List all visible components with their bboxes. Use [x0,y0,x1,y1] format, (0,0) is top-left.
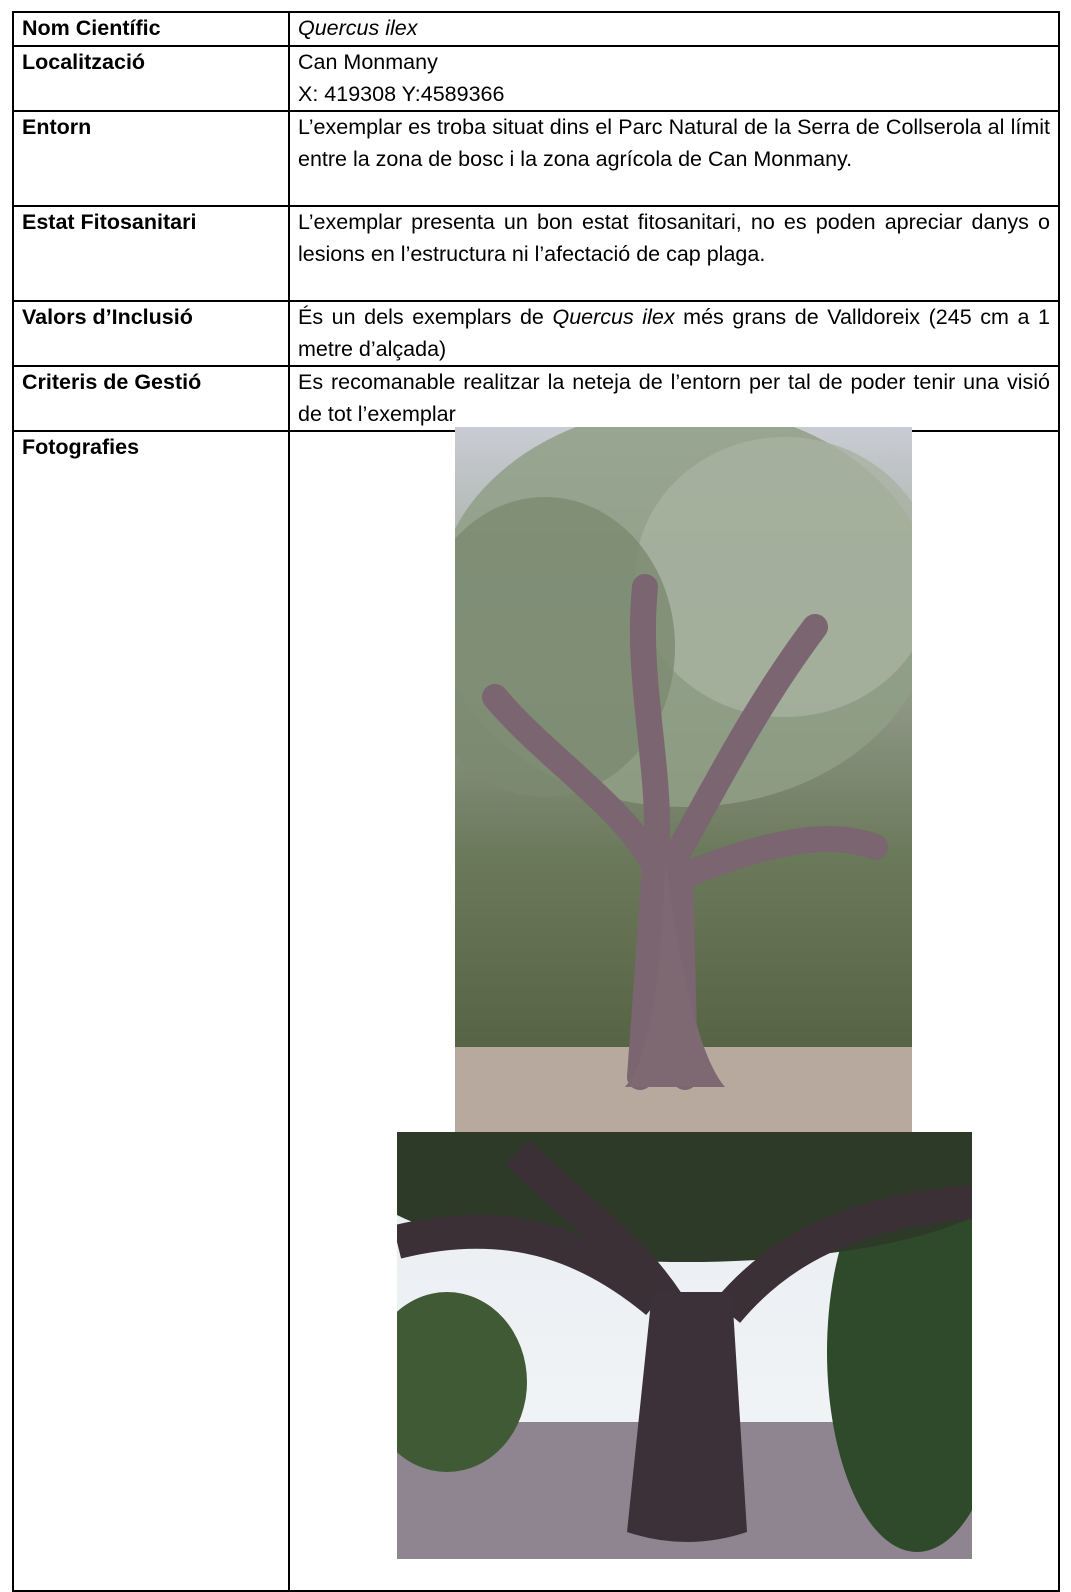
value: Quercus ilex [288,11,1060,47]
value: Es recomanable realitzar la neteja de l’… [288,365,1060,432]
label: Localització [12,45,290,112]
value: Can Monmany X: 419308 Y:4589366 [288,45,1060,112]
label: Nom Científic [12,11,290,47]
line: X: 419308 Y:4589366 [298,81,505,106]
page: Nom Científic Quercus ilex Localització … [12,11,1060,1592]
value: L’exemplar es troba situat dins el Parc … [288,110,1060,207]
photo [397,1132,972,1559]
value: L’exemplar presenta un bon estat fitosan… [288,205,1060,302]
row: Criteris de Gestió Es recomanable realit… [12,365,1060,432]
text: més grans de Valldoreix (245 cm a 1 metr… [298,305,1050,361]
label: Entorn [12,110,290,207]
label: Criteris de Gestió [12,365,290,432]
label: Fotografies [12,430,290,1592]
label: Estat Fitosanitari [12,205,290,302]
row: Estat Fitosanitari L’exemplar presenta u… [12,205,1060,302]
row: Valors d’Inclusió És un dels exemplars d… [12,300,1060,367]
photo [455,427,912,1132]
species: Quercus ilex [552,305,675,329]
row: Localització Can Monmany X: 419308 Y:4589… [12,45,1060,112]
row: Nom Científic Quercus ilex [12,11,1060,47]
line: Can Monmany [298,50,438,74]
label: Valors d’Inclusió [12,300,290,367]
row: Entorn L’exemplar es troba situat dins e… [12,110,1060,207]
text: És un dels exemplars de [298,305,553,329]
value: És un dels exemplars de Quercus ilex més… [288,300,1060,367]
